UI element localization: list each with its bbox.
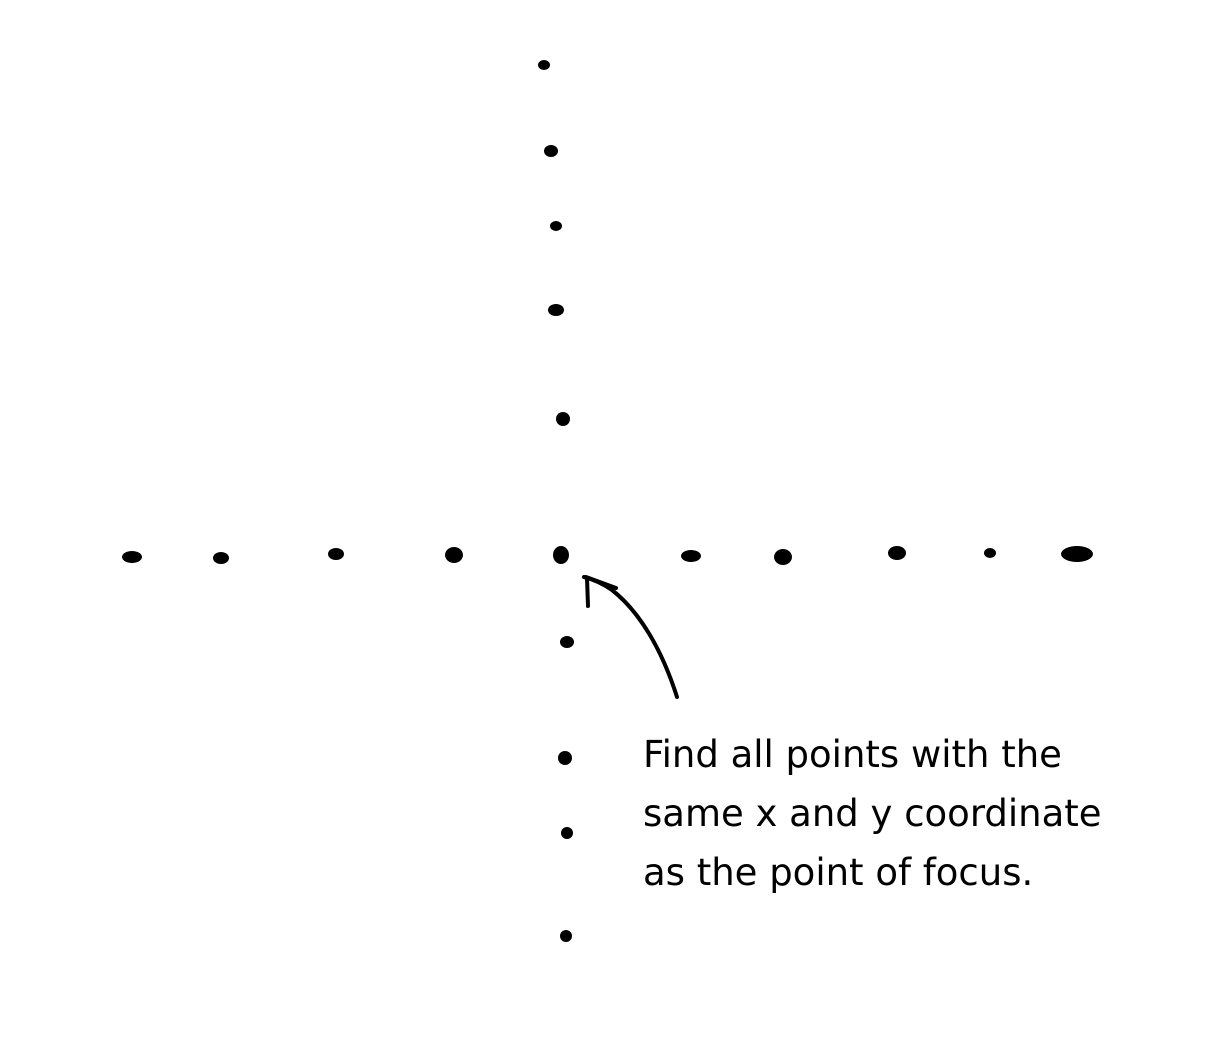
vertical-point — [556, 412, 570, 426]
horizontal-point — [774, 549, 792, 565]
vertical-point — [544, 145, 558, 157]
focus-point — [553, 546, 569, 564]
vertical-point — [558, 751, 572, 765]
annotation-line-3: as the point of focus. — [643, 851, 1034, 894]
vertical-point — [550, 221, 562, 231]
arrow-head-vertical — [585, 576, 590, 608]
annotation-line-2: same x and y coordinate — [643, 792, 1102, 835]
vertical-point — [560, 636, 574, 648]
horizontal-point — [122, 551, 142, 563]
horizontal-point — [213, 552, 229, 564]
vertical-point — [561, 827, 573, 839]
horizontal-point — [681, 550, 701, 562]
horizontal-point — [445, 547, 463, 563]
horizontal-point — [984, 548, 996, 558]
point-set — [122, 60, 1093, 942]
arrow-curve — [582, 575, 679, 699]
vertical-point — [548, 304, 564, 316]
vertical-point — [560, 930, 572, 942]
horizontal-point — [328, 548, 344, 560]
annotation-line-1: Find all points with the — [643, 733, 1062, 776]
horizontal-point — [888, 546, 906, 560]
focus-arrow — [582, 575, 679, 699]
horizontal-point — [1061, 546, 1093, 562]
vertical-point — [538, 60, 550, 70]
annotation-text: Find all points with the same x and y co… — [643, 725, 1183, 902]
arrow-head-horizontal — [584, 575, 618, 590]
